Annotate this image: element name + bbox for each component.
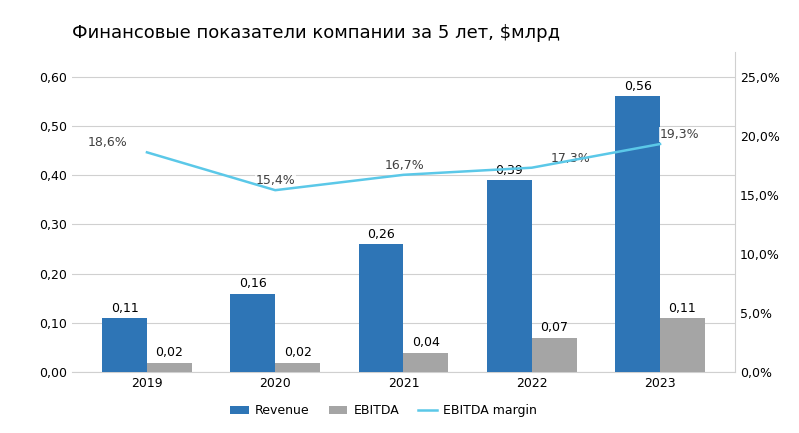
EBITDA margin <box>270 187 280 193</box>
Bar <box>532 338 577 372</box>
Text: 0,02: 0,02 <box>284 346 312 359</box>
Bar <box>359 244 403 372</box>
Text: 19,3%: 19,3% <box>660 128 700 141</box>
EBITDA margin <box>142 150 152 155</box>
Bar <box>487 180 532 372</box>
Bar <box>102 318 147 372</box>
Text: 17,3%: 17,3% <box>551 152 590 165</box>
Text: 0,26: 0,26 <box>368 228 395 241</box>
Text: 0,16: 0,16 <box>239 277 267 290</box>
Bar <box>403 352 448 372</box>
Text: 0,07: 0,07 <box>540 321 568 334</box>
Line: EBITDA margin: EBITDA margin <box>147 144 660 190</box>
Text: 18,6%: 18,6% <box>88 136 128 149</box>
Text: 15,4%: 15,4% <box>256 174 296 187</box>
EBITDA margin <box>399 172 408 178</box>
Text: 16,7%: 16,7% <box>384 159 424 172</box>
Text: 0,11: 0,11 <box>110 302 138 315</box>
Bar <box>275 362 320 372</box>
Bar <box>615 96 660 372</box>
EBITDA margin <box>527 165 537 170</box>
Text: Финансовые показатели компании за 5 лет, $млрд: Финансовые показатели компании за 5 лет,… <box>72 24 560 42</box>
Text: 0,02: 0,02 <box>156 346 183 359</box>
Bar <box>660 318 705 372</box>
EBITDA margin <box>655 142 665 147</box>
Bar <box>147 362 192 372</box>
Text: 0,56: 0,56 <box>624 80 651 93</box>
Text: 0,39: 0,39 <box>495 164 523 177</box>
Text: 0,04: 0,04 <box>412 336 440 349</box>
Text: 0,11: 0,11 <box>669 302 697 315</box>
Bar <box>230 294 275 372</box>
Legend: Revenue, EBITDA, EBITDA margin: Revenue, EBITDA, EBITDA margin <box>225 399 542 423</box>
